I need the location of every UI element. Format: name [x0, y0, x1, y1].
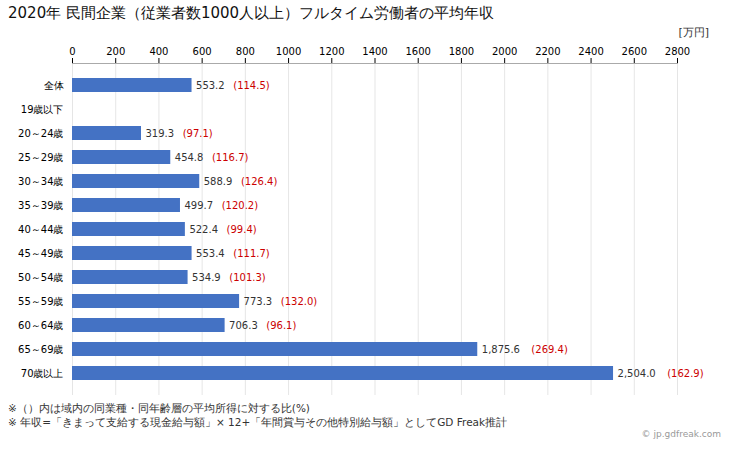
svg-text:(120.2): (120.2) [222, 200, 259, 211]
svg-text:70歳以上: 70歳以上 [21, 368, 64, 379]
svg-text:(96.1): (96.1) [266, 320, 296, 331]
svg-text:30～34歳: 30～34歳 [18, 176, 63, 187]
svg-text:(101.3): (101.3) [229, 272, 266, 283]
svg-text:50～54歳: 50～54歳 [18, 272, 63, 283]
svg-text:2600: 2600 [622, 46, 647, 57]
svg-text:1,875.6: 1,875.6 [482, 344, 520, 355]
svg-text:(97.1): (97.1) [183, 128, 213, 139]
svg-text:454.8: 454.8 [175, 152, 204, 163]
svg-text:(111.7): (111.7) [233, 248, 270, 259]
svg-text:553.4: 553.4 [196, 248, 225, 259]
svg-text:2200: 2200 [535, 46, 560, 57]
svg-text:200: 200 [106, 46, 125, 57]
svg-text:2800: 2800 [665, 46, 690, 57]
svg-text:553.2: 553.2 [196, 80, 225, 91]
svg-text:2,504.0: 2,504.0 [618, 368, 656, 379]
svg-text:600: 600 [193, 46, 212, 57]
svg-text:(126.4): (126.4) [241, 176, 278, 187]
svg-text:706.3: 706.3 [229, 320, 258, 331]
html-text:※ 年収=「きまって支給する現金給与額」× 12+「年間賞与: ※ 年収=「きまって支給する現金給与額」× 12+「年間賞与その他特別給与額」と… [8, 416, 508, 428]
svg-text:1000: 1000 [276, 46, 301, 57]
svg-text:522.4: 522.4 [189, 224, 218, 235]
html-text:※（）内は域内の同業種・同年齢層の平均所得に対する比(%): ※（）内は域内の同業種・同年齢層の平均所得に対する比(%) [8, 402, 310, 414]
svg-text:499.7: 499.7 [184, 200, 213, 211]
svg-text:319.3: 319.3 [145, 128, 174, 139]
svg-text:65～69歳: 65～69歳 [18, 344, 63, 355]
svg-text:2400: 2400 [578, 46, 603, 57]
svg-text:534.9: 534.9 [192, 272, 221, 283]
svg-text:25～29歳: 25～29歳 [18, 152, 63, 163]
svg-text:(99.4): (99.4) [227, 224, 257, 235]
svg-text:19歳以下: 19歳以下 [21, 104, 64, 115]
svg-text:1400: 1400 [362, 46, 387, 57]
svg-text:800: 800 [236, 46, 255, 57]
svg-text:588.9: 588.9 [204, 176, 233, 187]
svg-text:20～24歳: 20～24歳 [18, 128, 63, 139]
svg-text:(162.9): (162.9) [667, 368, 704, 379]
svg-text:全体: 全体 [44, 80, 64, 91]
html-text:[万円]: [万円] [678, 26, 709, 39]
svg-text:60～64歳: 60～64歳 [18, 320, 63, 331]
svg-text:0: 0 [69, 46, 75, 57]
svg-text:(114.5): (114.5) [233, 80, 270, 91]
svg-text:1800: 1800 [449, 46, 474, 57]
svg-text:(269.4): (269.4) [531, 344, 568, 355]
svg-text:1200: 1200 [319, 46, 344, 57]
html-text:© jp.gdfreak.com: © jp.gdfreak.com [641, 429, 721, 439]
svg-text:35～39歳: 35～39歳 [18, 200, 63, 211]
svg-text:(132.0): (132.0) [281, 296, 318, 307]
svg-text:45～49歳: 45～49歳 [18, 248, 63, 259]
svg-text:40～44歳: 40～44歳 [18, 224, 63, 235]
svg-text:400: 400 [149, 46, 168, 57]
svg-text:1600: 1600 [405, 46, 430, 57]
svg-text:2000: 2000 [492, 46, 517, 57]
svg-text:55～59歳: 55～59歳 [18, 296, 63, 307]
html-text:2020年 民間企業（従業者数1000人以上）フルタイム労働: 2020年 民間企業（従業者数1000人以上）フルタイム労働者の平均年収 [8, 4, 495, 22]
svg-text:(116.7): (116.7) [212, 152, 249, 163]
svg-text:773.3: 773.3 [244, 296, 273, 307]
